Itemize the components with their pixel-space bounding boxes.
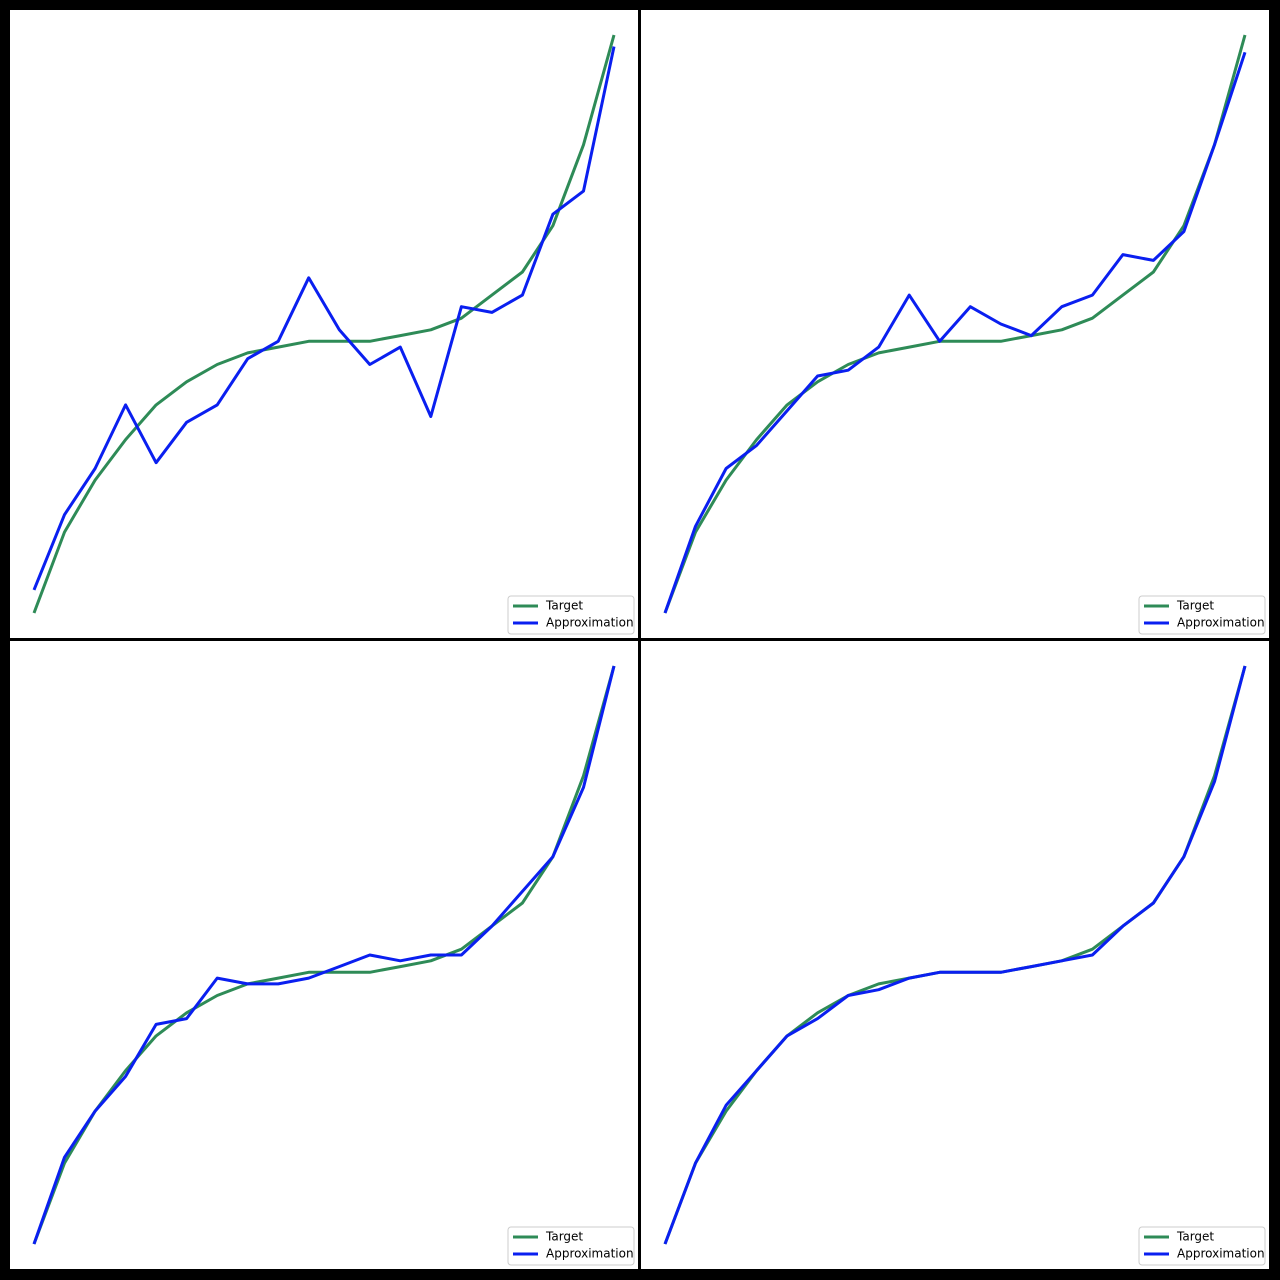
chart: Target Approximation <box>32 34 635 635</box>
legend-label: Target <box>1176 599 1214 613</box>
legend-label: Approximation <box>546 1247 634 1261</box>
chart-panel: Target Approximation <box>641 10 1269 638</box>
chart: Target Approximation <box>663 34 1266 635</box>
chart-panel: Target Approximation <box>641 641 1269 1269</box>
series-line <box>32 665 616 1245</box>
series-line <box>32 46 616 591</box>
series-line <box>32 34 616 614</box>
chart-panel: Target Approximation <box>10 10 638 638</box>
series-line <box>32 665 616 1245</box>
legend-box <box>507 1226 635 1266</box>
legend-label: Approximation <box>546 616 634 630</box>
legend-label: Approximation <box>1177 1247 1265 1261</box>
chart: Target Approximation <box>32 665 635 1266</box>
legend-label: Target <box>545 1230 583 1244</box>
chart-panel: Target Approximation <box>10 641 638 1269</box>
legend-box <box>507 595 635 635</box>
legend-label: Target <box>1176 1230 1214 1244</box>
series-line <box>663 665 1247 1245</box>
series-line <box>663 51 1247 614</box>
legend-box <box>1138 595 1266 635</box>
chart: Target Approximation <box>663 665 1266 1266</box>
series-line <box>663 665 1247 1245</box>
legend-box <box>1138 1226 1266 1266</box>
series-line <box>663 34 1247 614</box>
legend-label: Target <box>545 599 583 613</box>
legend-label: Approximation <box>1177 616 1265 630</box>
